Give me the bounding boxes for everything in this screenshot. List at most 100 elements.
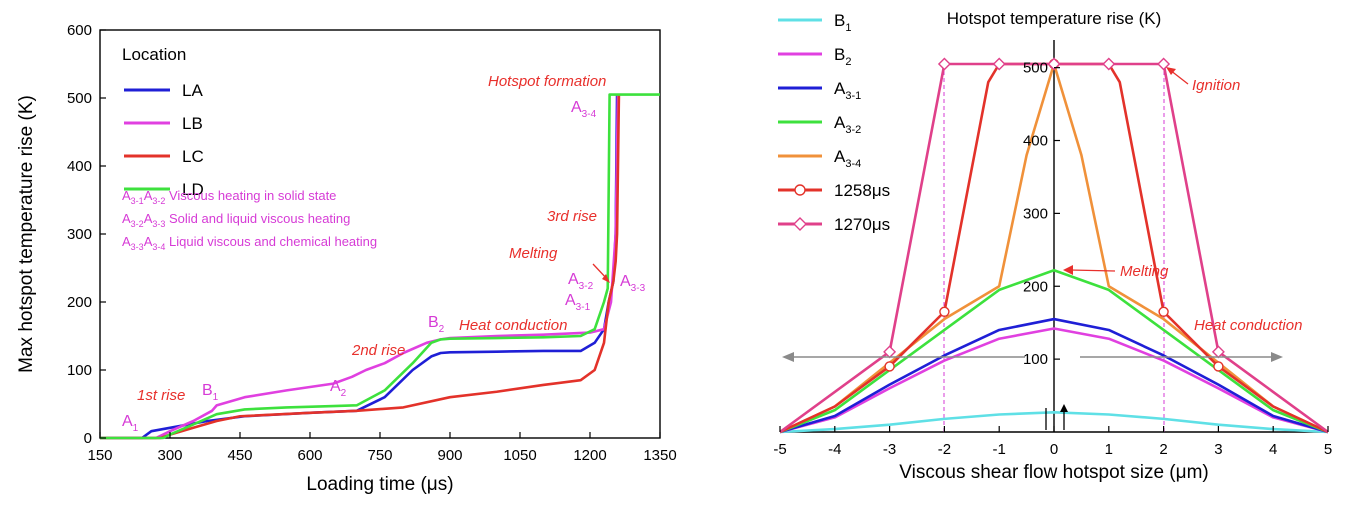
right-marker-1270 [992, 57, 1006, 71]
left-series-ld [100, 93, 660, 440]
right-marker-1270 [937, 57, 951, 71]
right-x-tick-label: 1 [1105, 441, 1113, 458]
right-marker-1270 [1102, 57, 1116, 71]
left-note-1: A3-1A3-2 Viscous heating in solid state [122, 188, 336, 206]
left-annotation-hotspot-formation: Hotspot formation [488, 73, 606, 90]
right-marker-1270 [1157, 57, 1171, 71]
left-y-tick-label: 600 [67, 22, 92, 39]
left-x-tick-label: 600 [297, 447, 322, 464]
right-series-b1 [779, 411, 1329, 434]
left-melting-arrowhead [602, 274, 610, 283]
right-ticks-group: -5 -4 -3 -2 -1 0 1 2 3 4 5 100 200 300 400 500 [773, 60, 1332, 458]
right-legend-label-a3-2: A3-2 [834, 113, 861, 136]
right-legend: B1 B2 A3-1 A3-2 A3-4 1258μs 1270μs [778, 11, 890, 234]
right-series-a3-2 [779, 268, 1329, 434]
right-annotation-melting: Melting [1120, 263, 1169, 280]
left-x-tick-label: 900 [437, 447, 462, 464]
right-ignition-arrowhead [1166, 67, 1176, 75]
left-legend-label-lc: LC [182, 147, 204, 166]
right-y-tick-label: 200 [1023, 278, 1048, 295]
right-x-tick-label: -1 [993, 441, 1006, 458]
left-x-axis-label: Loading time (μs) [306, 474, 453, 495]
left-ticks-group: 150 300 450 600 750 900 1050 1200 1350 0 100 200 300… [67, 22, 677, 464]
left-legend-label-la: LA [182, 81, 203, 100]
right-x-tick-label: 3 [1214, 441, 1222, 458]
right-x-tick-label: -4 [828, 441, 841, 458]
right-series-a3-1 [779, 317, 1329, 434]
right-legend-label-1270-s: 1270μs [834, 215, 890, 234]
right-legend-label-b2: B2 [834, 45, 851, 68]
right-melting-arrowhead [1063, 265, 1073, 275]
left-y-tick-label: 300 [67, 226, 92, 243]
left-chart: 150 300 450 600 750 900 1050 1200 1350 0 100 200 300… [16, 22, 677, 495]
left-label-a1: A1 [122, 413, 139, 434]
right-y-tick-label: 300 [1023, 205, 1048, 222]
right-x-tick-label: 2 [1159, 441, 1167, 458]
left-label-a2: A2 [330, 378, 347, 399]
right-x-tick-label: -5 [773, 441, 786, 458]
right-origin-arrowhead [1060, 404, 1068, 412]
right-heat-arrowhead-left [782, 352, 794, 362]
left-annotation-melting: Melting [509, 245, 558, 262]
left-x-tick-label: 1200 [573, 447, 606, 464]
right-x-tick-label: 5 [1324, 441, 1332, 458]
left-label-b2: B2 [428, 314, 445, 335]
right-series-b2 [779, 327, 1329, 434]
left-series-lc [100, 94, 621, 440]
right-y-tick-label: 100 [1023, 351, 1048, 368]
left-legend-title: Location [122, 45, 186, 64]
right-annotation-ignition: Ignition [1192, 77, 1240, 94]
right-legend-label-a3-4: A3-4 [834, 147, 861, 170]
right-legend-label-1258-s: 1258μs [834, 181, 890, 200]
left-y-tick-label: 200 [67, 294, 92, 311]
right-annotation-heat-conduction: Heat conduction [1194, 317, 1302, 334]
left-x-tick-label: 1050 [503, 447, 536, 464]
left-label-a3-2: A3-2 [568, 271, 594, 292]
right-legend-marker-1270-s [793, 217, 807, 231]
right-marker-1258 [1213, 361, 1224, 372]
right-chart: -5 -4 -3 -2 -1 0 1 2 3 4 5 100 200 300 400 500 Hotspot … [773, 9, 1332, 483]
left-x-tick-label: 750 [367, 447, 392, 464]
left-y-tick-label: 400 [67, 158, 92, 175]
left-legend-label-lb: LB [182, 114, 203, 133]
left-note-3: A3-3A3-4 Liquid viscous and chemical hea… [122, 234, 377, 252]
right-marker-1258 [1158, 306, 1169, 317]
left-x-tick-label: 1350 [643, 447, 676, 464]
right-melting-arrow [1069, 269, 1116, 272]
left-annotation-3rd-rise: 3rd rise [547, 208, 597, 225]
left-label-a3-1: A3-1 [565, 292, 591, 313]
left-y-tick-label: 100 [67, 362, 92, 379]
right-legend-label-a3-1: A3-1 [834, 79, 861, 102]
left-label-b1: B1 [202, 382, 219, 403]
left-annotation-heat-conduction: Heat conduction [459, 317, 567, 334]
right-y-tick-label: 400 [1023, 133, 1048, 150]
left-x-tick-label: 450 [227, 447, 252, 464]
right-x-tick-label: 4 [1269, 441, 1277, 458]
left-label-a3-3: A3-3 [620, 273, 646, 294]
right-heat-arrowhead-right [1271, 352, 1283, 362]
left-note-2: A3-2A3-3 Solid and liquid viscous heatin… [122, 211, 350, 229]
right-chart-title: Hotspot temperature rise (K) [947, 9, 1161, 28]
left-series-lb [100, 94, 620, 440]
left-x-tick-label: 300 [157, 447, 182, 464]
right-marker-1270 [1047, 57, 1061, 71]
left-x-tick-label: 150 [87, 447, 112, 464]
right-marker-1258 [939, 306, 950, 317]
left-legend: LA LB LC LD [124, 81, 204, 199]
right-x-tick-label: -2 [938, 441, 951, 458]
left-label-a3-4: A3-4 [571, 99, 597, 120]
left-legend-label-ld: LD [182, 180, 204, 199]
left-y-tick-label: 500 [67, 90, 92, 107]
right-legend-marker-1258-s [794, 184, 806, 196]
left-annotation-1st-rise: 1st rise [137, 387, 185, 404]
right-x-tick-label: 0 [1050, 441, 1058, 458]
right-legend-label-b1: B1 [834, 11, 851, 34]
right-series-group [779, 57, 1329, 434]
left-y-tick-label: 0 [84, 430, 92, 447]
right-x-tick-label: -3 [883, 441, 896, 458]
left-y-axis-label: Max hotspot temperature rise (K) [16, 95, 37, 373]
right-marker-1258 [884, 361, 895, 372]
right-x-axis-label: Viscous shear flow hotspot size (μm) [899, 462, 1208, 483]
left-annotation-2nd-rise: 2nd rise [351, 342, 405, 359]
